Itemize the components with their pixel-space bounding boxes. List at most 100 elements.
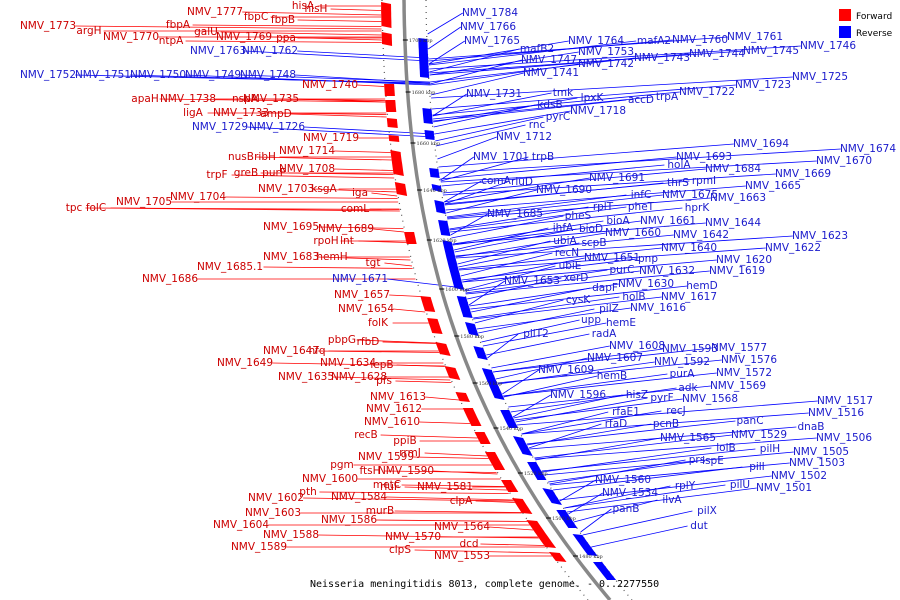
reverse-label-60: NMV_1685 bbox=[487, 208, 543, 220]
reverse-leader-83 bbox=[468, 280, 506, 306]
reverse-gene-3 bbox=[429, 168, 440, 178]
reverse-label-20: NMV_1744 bbox=[689, 48, 745, 60]
reverse-leader-87 bbox=[471, 287, 591, 313]
reverse-label-113: rfaE1 bbox=[612, 406, 640, 418]
reverse-leader-22 bbox=[429, 45, 801, 70]
reverse-label-103: NMV_1609 bbox=[538, 364, 594, 376]
forward-leader-32 bbox=[110, 207, 400, 212]
reverse-label-77: NMV_1620 bbox=[716, 254, 772, 266]
reverse-leader-118 bbox=[526, 420, 736, 445]
reverse-label-118: panC bbox=[736, 415, 763, 427]
scale-ticks: 1700 kbp 1680 kbp 1660 kbp 1640 kbp 1620 kbp… bbox=[402, 38, 603, 560]
scale-tick-label-9: 1520 kbp bbox=[524, 471, 548, 477]
reverse-label-36: rnc bbox=[529, 119, 546, 131]
forward-label-13: NMV_1740 bbox=[302, 79, 358, 91]
reverse-leader-107 bbox=[510, 387, 677, 413]
forward-gene-4 bbox=[386, 118, 398, 128]
reverse-label-9: NMV_1748 bbox=[240, 69, 296, 81]
reverse-label-134: pilU bbox=[730, 479, 750, 491]
reverse-label-22: NMV_1746 bbox=[800, 40, 856, 52]
scale-tick-label-6: 1580 kbp bbox=[460, 334, 484, 340]
forward-gene-19 bbox=[526, 520, 557, 548]
forward-leader-29 bbox=[313, 188, 397, 193]
reverse-label-116: pcnB bbox=[653, 418, 679, 430]
reverse-leader-67 bbox=[455, 232, 606, 258]
forward-leader-28 bbox=[288, 172, 394, 175]
forward-leader-44 bbox=[384, 262, 413, 267]
reverse-label-100: NMV_1607 bbox=[587, 352, 643, 364]
reverse-leader-37 bbox=[437, 136, 497, 160]
forward-label-42: hemH bbox=[316, 251, 347, 263]
reverse-label-92: NMV_1616 bbox=[630, 302, 686, 314]
forward-label-70: metC bbox=[373, 479, 401, 491]
reverse-label-140: dut bbox=[690, 520, 707, 532]
genome-backbone bbox=[402, 0, 612, 600]
forward-label-46: NMV_1657 bbox=[334, 289, 390, 301]
reverse-label-131: NMV_1502 bbox=[771, 470, 827, 482]
forward-label-9: NMV_1770 bbox=[103, 31, 159, 43]
forward-label-47: NMV_1654 bbox=[338, 303, 394, 315]
forward-leader-22 bbox=[334, 150, 391, 153]
forward-gene-3 bbox=[385, 100, 397, 112]
forward-label-79: NMV_1586 bbox=[321, 514, 377, 526]
reverse-label-39: trpB bbox=[532, 151, 554, 163]
forward-label-45: NMV_1686 bbox=[142, 273, 198, 285]
forward-leader-80 bbox=[318, 534, 539, 539]
reverse-label-135: NMV_1501 bbox=[756, 482, 812, 494]
reverse-label-123: lolB bbox=[716, 442, 735, 454]
reverse-leader-135 bbox=[567, 487, 757, 513]
reverse-gene-9 bbox=[465, 322, 479, 336]
reverse-label-68: NMV_1642 bbox=[673, 229, 729, 241]
reverse-leader-55 bbox=[445, 185, 746, 211]
reverse-label-11: NMV_1747 bbox=[521, 54, 577, 66]
reverse-leader-45 bbox=[440, 156, 677, 180]
forward-label-51: hfq bbox=[308, 345, 325, 357]
reverse-leader-25 bbox=[432, 93, 468, 117]
reverse-leader-23 bbox=[247, 126, 435, 138]
reverse-label-127: prs bbox=[689, 454, 705, 466]
reverse-label-124: NMV_1506 bbox=[816, 432, 872, 444]
reverse-label-26: tmk bbox=[553, 87, 574, 99]
reverse-label-35: pyrC bbox=[546, 111, 571, 123]
reverse-leader-34 bbox=[434, 110, 571, 135]
forward-label-3: fbpC bbox=[244, 11, 268, 23]
reverse-leader-38 bbox=[440, 156, 475, 181]
reverse-label-49: thrS bbox=[667, 177, 689, 189]
reverse-leader-51 bbox=[442, 168, 706, 194]
reverse-gene-7 bbox=[442, 240, 465, 290]
forward-gene-8 bbox=[404, 232, 417, 244]
forward-leader-56 bbox=[333, 376, 451, 381]
reverse-leader-92 bbox=[476, 307, 631, 330]
forward-label-10: ntpA bbox=[159, 35, 184, 47]
reverse-leader-33 bbox=[433, 104, 536, 128]
forward-label-14: apaH bbox=[131, 93, 158, 105]
reverse-gene-15 bbox=[542, 488, 562, 505]
reverse-label-67: NMV_1660 bbox=[605, 227, 661, 239]
reverse-label-82: NMV_1619 bbox=[709, 265, 765, 277]
reverse-leader-113 bbox=[521, 411, 609, 435]
forward-gene-17 bbox=[501, 480, 519, 492]
reverse-leader-97 bbox=[491, 345, 610, 369]
reverse-leader-36 bbox=[435, 124, 526, 147]
reverse-label-6: NMV_1751 bbox=[75, 69, 131, 81]
reverse-gene-6 bbox=[438, 220, 451, 236]
forward-leader-70 bbox=[401, 484, 505, 487]
forward-gene-6 bbox=[390, 150, 404, 176]
forward-leader-59 bbox=[425, 396, 460, 401]
reverse-label-14: NMV_1764 bbox=[568, 35, 624, 47]
reverse-label-114: recJ bbox=[666, 405, 685, 417]
reverse-leader-134 bbox=[564, 484, 726, 509]
legend-label-reverse: Reverse bbox=[856, 29, 893, 39]
forward-label-58: pfs bbox=[376, 375, 392, 387]
forward-leader-83 bbox=[489, 526, 534, 531]
forward-label-83: NMV_1564 bbox=[434, 521, 490, 533]
reverse-label-48: NMV_1670 bbox=[816, 155, 872, 167]
reverse-leader-53 bbox=[446, 194, 627, 218]
forward-label-23: nusB bbox=[228, 151, 254, 163]
reverse-label-47: NMV_1674 bbox=[840, 143, 896, 155]
forward-label-78: NMV_1604 bbox=[213, 519, 269, 531]
reverse-label-84: xerD bbox=[564, 272, 589, 284]
forward-gene-5 bbox=[388, 135, 400, 142]
